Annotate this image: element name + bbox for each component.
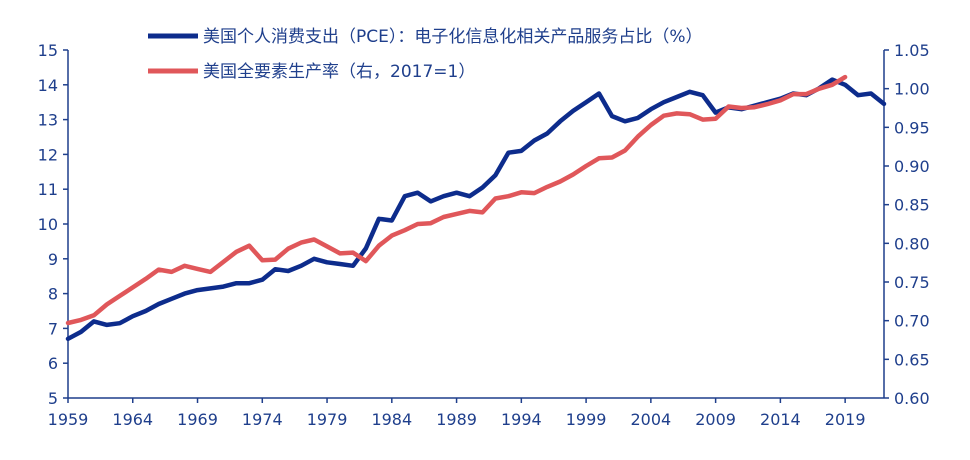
x-tick-label: 1969 — [177, 410, 218, 429]
y-left-tick-label: 6 — [48, 354, 58, 373]
x-tick-label: 2009 — [695, 410, 736, 429]
x-tick-label: 1984 — [371, 410, 412, 429]
x-tick-label: 1964 — [112, 410, 153, 429]
series-line-tfp — [65, 74, 848, 326]
x-tick-label: 1959 — [48, 410, 89, 429]
y-right-tick-label: 0.65 — [894, 350, 930, 369]
y-right-tick-label: 0.75 — [894, 273, 930, 292]
x-tick-label: 2014 — [760, 410, 801, 429]
y-right-tick-label: 0.90 — [894, 157, 930, 176]
legend-label-pce: 美国个人消费支出（PCE）：电子化信息化相关产品服务占比（%） — [203, 27, 703, 47]
y-left-tick-label: 15 — [38, 41, 58, 60]
y-right-tick-label: 0.60 — [894, 389, 930, 408]
y-right-tick-label: 0.85 — [894, 196, 930, 215]
y-right-tick-label: 1.05 — [894, 41, 930, 60]
y-left-tick-label: 11 — [38, 180, 58, 199]
y-left-tick-label: 14 — [38, 76, 58, 95]
y-right-tick-label: 0.70 — [894, 312, 930, 331]
y-right-tick-label: 1.00 — [894, 80, 930, 99]
y-right-tick-label: 0.80 — [894, 234, 930, 253]
y-left-tick-label: 7 — [48, 319, 58, 338]
x-tick-label: 2019 — [825, 410, 866, 429]
x-tick-label: 1994 — [501, 410, 542, 429]
x-tick-label: 1974 — [242, 410, 283, 429]
y-right-tick-label: 0.95 — [894, 118, 930, 137]
y-left-tick-label: 9 — [48, 250, 58, 269]
x-tick-label: 2004 — [630, 410, 671, 429]
y-left-tick-label: 10 — [38, 215, 58, 234]
y-left-tick-label: 8 — [48, 285, 58, 304]
y-left-tick-label: 5 — [48, 389, 58, 408]
axes: 5 6 7 8 9 10 11 12 13 14 15 0.60 0.65 0.70 0.75 0.80 0.8… — [38, 41, 930, 429]
series-line-pce — [65, 77, 887, 342]
x-tick-label: 1979 — [307, 410, 348, 429]
y-left-tick-label: 12 — [38, 145, 58, 164]
legend-label-tfp: 美国全要素生产率（右，2017=1） — [203, 62, 475, 82]
y-left-tick-label: 13 — [38, 111, 58, 130]
series-layer — [65, 74, 887, 342]
x-tick-label: 1999 — [566, 410, 607, 429]
legend: 美国个人消费支出（PCE）：电子化信息化相关产品服务占比（%） 美国全要素生产率… — [148, 27, 703, 82]
x-tick-label: 1989 — [436, 410, 477, 429]
